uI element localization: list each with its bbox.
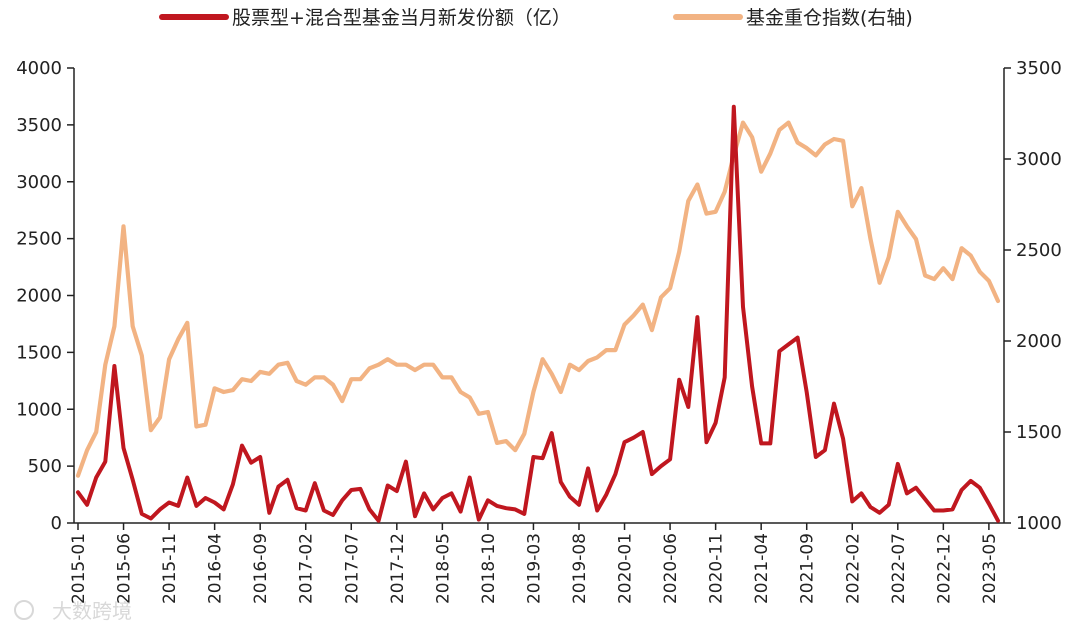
x-tick-label: 2020-11 xyxy=(707,533,727,604)
x-tick-label: 2022-02 xyxy=(843,533,863,604)
x-tick-label: 2020-01 xyxy=(616,533,636,604)
series-layer xyxy=(75,104,1001,523)
left-y-tick-label: 1500 xyxy=(16,342,62,363)
series-line-fund-index xyxy=(75,120,1001,478)
left-y-tick-label: 3000 xyxy=(16,172,62,193)
x-axis-ticks: 2015-01 2015-06 2015-11 2016-04 2016-09 2017-… xyxy=(69,523,1000,604)
x-tick-label: 2017-07 xyxy=(342,533,362,604)
x-tick-label: 2015-06 xyxy=(115,533,135,604)
left-y-tick-label: 0 xyxy=(51,513,62,534)
x-tick-label: 2017-12 xyxy=(388,533,408,604)
x-tick-label: 2017-02 xyxy=(297,533,317,604)
x-tick-label: 2015-01 xyxy=(69,533,89,604)
left-y-tick-label: 4000 xyxy=(16,58,62,79)
left-axis-ticks: 0 500 1000 1500 2000 2500 3000 3500 4000 xyxy=(16,58,74,534)
right-y-tick-label: 2000 xyxy=(1016,331,1062,352)
axes xyxy=(73,68,1005,524)
right-axis-ticks: 1000 1500 2000 2500 3000 3500 xyxy=(1004,58,1062,534)
x-tick-label: 2018-05 xyxy=(433,533,453,604)
x-tick-label: 2019-08 xyxy=(570,533,590,604)
right-y-tick-label: 3000 xyxy=(1016,149,1062,170)
left-y-tick-label: 2500 xyxy=(16,229,62,250)
left-y-tick-label: 1000 xyxy=(16,399,62,420)
x-tick-label: 2020-06 xyxy=(661,533,681,604)
series-line-fund-issuance xyxy=(76,104,1000,523)
legend: 股票型+混合型基金当月新发份额（亿） 基金重仓指数(右轴) xyxy=(159,7,913,29)
watermark-logo-icon xyxy=(14,600,34,620)
left-y-tick-label: 2000 xyxy=(16,286,62,307)
left-y-tick-label: 500 xyxy=(28,456,62,477)
legend-label-fund-issuance: 股票型+混合型基金当月新发份额（亿） xyxy=(232,7,571,29)
x-tick-label: 2016-09 xyxy=(251,533,271,604)
watermark-text: 大数跨境 xyxy=(52,599,132,623)
x-tick-label: 2021-04 xyxy=(752,533,772,604)
x-tick-label: 2015-11 xyxy=(160,533,180,604)
x-tick-label: 2023-05 xyxy=(980,533,1000,604)
x-tick-label: 2019-03 xyxy=(524,533,544,604)
x-tick-label: 2016-04 xyxy=(206,533,226,604)
legend-label-fund-index: 基金重仓指数(右轴) xyxy=(746,7,913,29)
right-y-tick-label: 1500 xyxy=(1016,422,1062,443)
right-y-tick-label: 1000 xyxy=(1016,513,1062,534)
right-y-tick-label: 2500 xyxy=(1016,240,1062,261)
left-y-tick-label: 3500 xyxy=(16,115,62,136)
x-tick-label: 2022-07 xyxy=(889,533,909,604)
right-y-tick-label: 3500 xyxy=(1016,58,1062,79)
watermark: 大数跨境 xyxy=(14,599,132,623)
x-tick-label: 2022-12 xyxy=(934,533,954,604)
x-tick-label: 2021-09 xyxy=(798,533,818,604)
x-tick-label: 2018-10 xyxy=(479,533,499,604)
